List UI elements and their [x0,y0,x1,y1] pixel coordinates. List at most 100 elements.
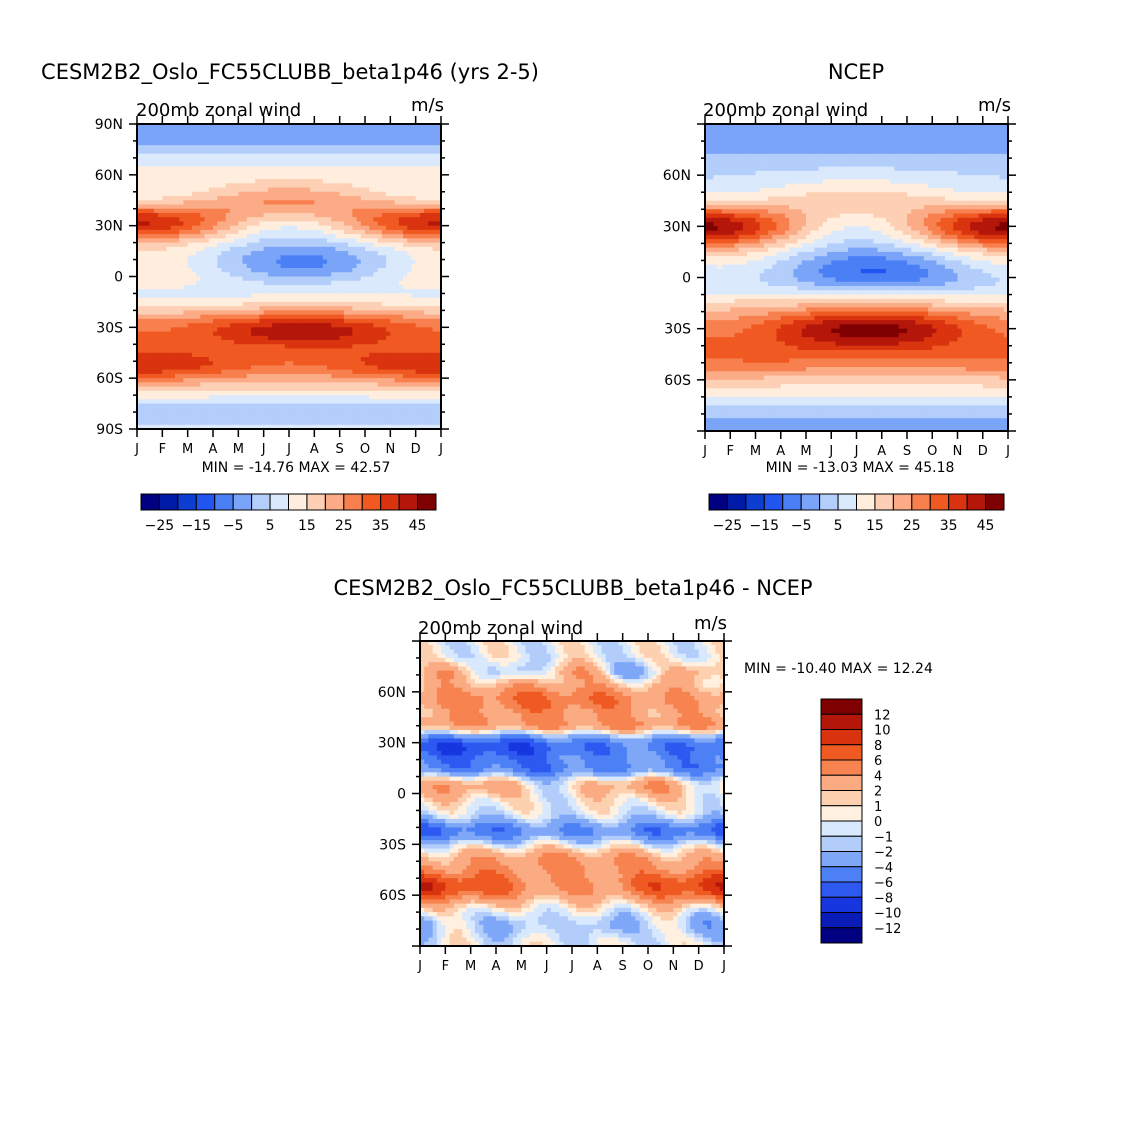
model-field-cell [348,183,353,189]
model-field-cell [348,289,353,295]
model-field-cell [229,407,235,413]
model-field-cell [229,149,235,155]
model-field-cell [183,200,189,206]
model-field-cell [310,327,315,333]
model-field-cell [158,323,163,328]
model-field-cell [322,306,328,311]
model-field-cell [162,403,168,409]
model-field-cell [356,132,362,138]
model-field-cell [179,335,185,341]
model-field-cell [242,208,248,214]
model-field-cell [170,323,176,328]
model-field-cell [301,331,307,337]
model-field-cell [436,229,441,235]
model-field-cell [327,348,332,354]
model-field-cell [428,314,434,320]
model-field-cell [394,229,400,235]
model-field-cell [369,318,375,324]
model-field-cell [381,314,387,320]
model-field-cell [331,145,337,151]
model-field-cell [415,251,421,256]
model-field-cell [411,276,417,282]
model-field-cell [322,297,328,303]
model-field-cell [213,323,218,328]
model-field-cell [259,293,265,299]
model-field-cell [170,136,176,142]
model-field-cell [263,276,269,282]
model-field-cell [242,204,248,210]
model-field-cell [407,174,413,180]
model-field-cell [373,242,379,248]
model-field-cell [360,162,366,167]
model-field-cell [246,251,252,256]
model-field-cell [322,149,328,155]
model-field-cell [398,335,404,341]
model-field-cell [234,196,239,201]
model-field-cell [386,204,391,210]
model-field-cell [187,157,193,163]
model-field-cell [175,149,180,155]
model-field-cell [200,217,206,223]
model-field-cell [162,259,168,265]
model-field-cell [373,170,379,176]
model-field-cell [310,352,315,358]
model-field-cell [263,403,269,409]
model-field-cell [175,229,180,235]
model-field-cell [428,204,434,210]
model-field-cell [411,259,417,265]
model-field-cell [213,395,218,400]
model-field-cell [314,395,320,400]
model-field-cell [170,263,176,269]
model-field-cell [411,297,417,303]
model-field-cell [377,284,383,290]
model-field-cell [149,162,155,167]
model-field-cell [293,352,299,358]
model-field-cell [213,301,218,307]
model-field-cell [390,335,396,341]
model-field-cell [179,200,185,206]
model-field-cell [141,132,147,138]
model-field-cell [352,352,358,358]
model-field-cell [221,361,227,367]
model-field-cell [322,280,328,286]
model-field-cell [424,340,429,345]
model-field-cell [310,284,315,290]
model-field-cell [411,399,417,405]
model-field-cell [153,234,159,239]
model-field-cell [234,183,239,189]
model-field-cell [403,170,408,176]
model-field-cell [318,200,324,206]
model-field-cell [436,149,441,155]
model-field-cell [381,327,387,333]
model-field-cell [196,399,201,405]
model-field-cell [267,407,273,413]
model-field-cell [318,153,324,159]
model-field-cell [411,340,417,345]
model-field-cell [229,145,235,151]
model-field-cell [394,331,400,337]
model-field-cell [305,297,311,303]
model-field-cell [331,187,337,193]
model-field-cell [403,348,408,354]
model-field-cell [221,242,227,248]
model-field-cell [428,128,434,134]
model-field-cell [424,395,429,400]
model-field-cell [284,390,290,396]
model-field-cell [289,140,294,146]
model-field-cell [369,136,375,142]
model-field-cell [377,306,383,311]
model-field-cell [360,246,366,252]
model-field-cell [263,369,269,375]
model-field-cell [335,335,341,341]
model-field-cell [343,403,349,409]
model-field-cell [381,183,387,189]
model-field-cell [343,166,349,172]
model-field-cell [301,221,307,227]
model-field-cell [318,196,324,201]
model-field-cell [141,234,147,239]
model-field-cell [153,276,159,282]
model-field-cell [331,310,337,316]
model-field-cell [263,136,269,142]
model-field-cell [284,340,290,345]
model-field-cell [225,310,231,316]
